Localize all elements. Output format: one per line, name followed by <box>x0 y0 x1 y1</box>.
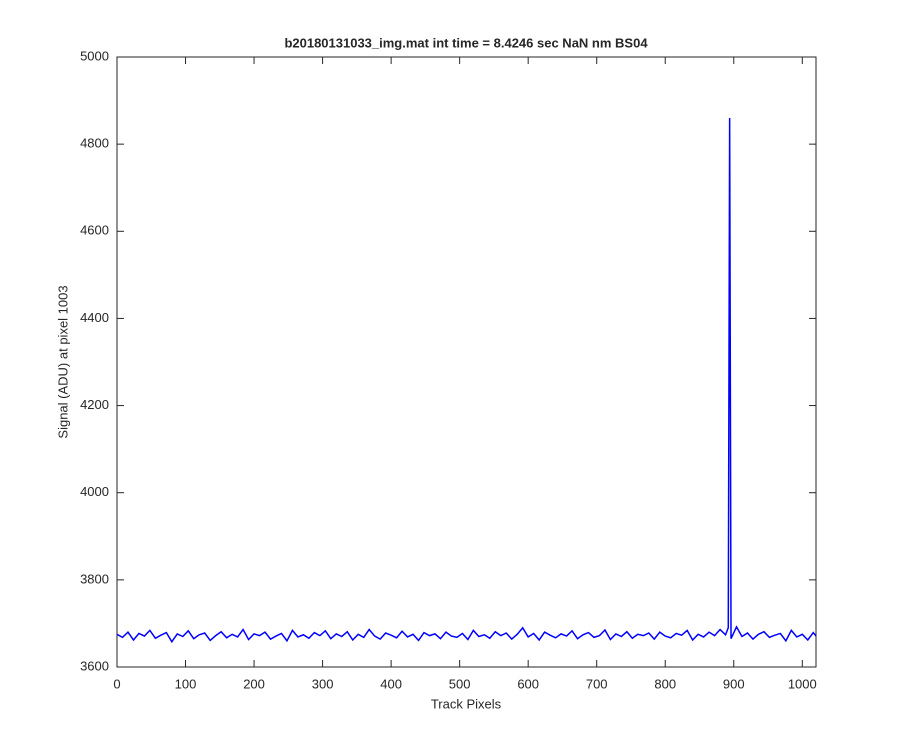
x-tick-label: 500 <box>449 676 471 691</box>
y-tick-label: 5000 <box>80 48 109 63</box>
y-tick-label: 4600 <box>80 223 109 238</box>
x-tick-label: 0 <box>113 676 120 691</box>
x-tick-label: 700 <box>586 676 608 691</box>
chart-title: b20180131033_img.mat int time = 8.4246 s… <box>284 35 648 50</box>
plot-area <box>116 56 817 668</box>
x-axis-label: Track Pixels <box>431 696 502 711</box>
x-tick-label: 300 <box>312 676 334 691</box>
data-line <box>116 117 817 644</box>
x-tick-label: 1000 <box>788 676 817 691</box>
x-tick-label: 200 <box>243 676 265 691</box>
x-tick-label: 800 <box>654 676 676 691</box>
x-tick-label: 600 <box>517 676 539 691</box>
x-tick-label: 400 <box>380 676 402 691</box>
x-tick-label: 900 <box>723 676 745 691</box>
y-tick-label: 3800 <box>80 571 109 586</box>
y-tick-label: 4200 <box>80 397 109 412</box>
x-tick-label: 100 <box>175 676 197 691</box>
y-tick-label: 4800 <box>80 136 109 151</box>
y-tick-label: 4000 <box>80 484 109 499</box>
y-axis-label: Signal (ADU) at pixel 1003 <box>55 285 70 438</box>
y-tick-label: 4400 <box>80 310 109 325</box>
y-tick-label: 3600 <box>80 658 109 673</box>
